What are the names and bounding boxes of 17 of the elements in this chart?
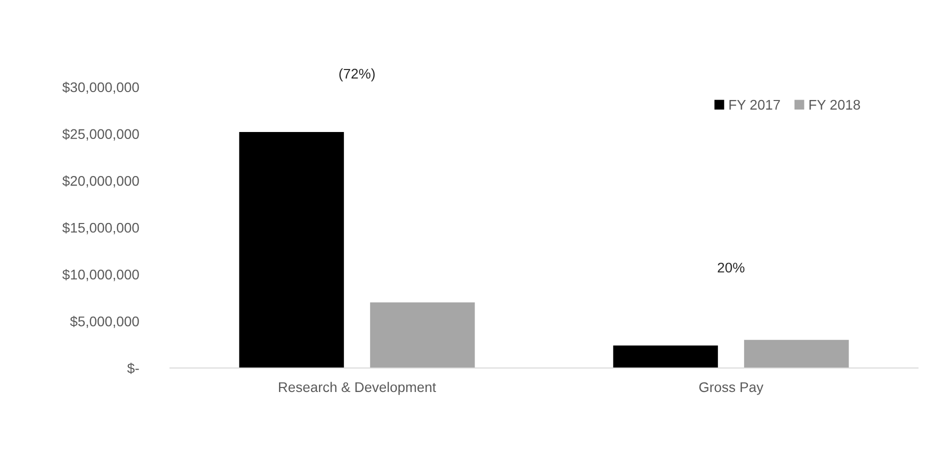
y-tick-label: $20,000,000 bbox=[62, 175, 139, 188]
y-tick-label: $- bbox=[127, 362, 139, 374]
y-tick-label: $10,000,000 bbox=[62, 269, 139, 282]
text: (72%) bbox=[339, 68, 375, 82]
bar bbox=[744, 340, 849, 368]
y-tick-label: $5,000,000 bbox=[70, 316, 139, 328]
legend-label: FY 2017 bbox=[729, 100, 780, 110]
legend-label: FY 2018 bbox=[810, 100, 860, 110]
y-tick-label: $30,000,000 bbox=[62, 82, 139, 94]
bar bbox=[613, 346, 718, 368]
bar bbox=[239, 132, 344, 368]
y-tick-label: $15,000,000 bbox=[62, 222, 139, 234]
x-tick-label: Research & Development bbox=[279, 382, 436, 395]
y-tick-label: $25,000,000 bbox=[62, 128, 139, 141]
bar bbox=[370, 302, 475, 368]
annotation: 20% bbox=[718, 262, 744, 273]
x-tick-label: Gross Pay bbox=[699, 382, 764, 395]
